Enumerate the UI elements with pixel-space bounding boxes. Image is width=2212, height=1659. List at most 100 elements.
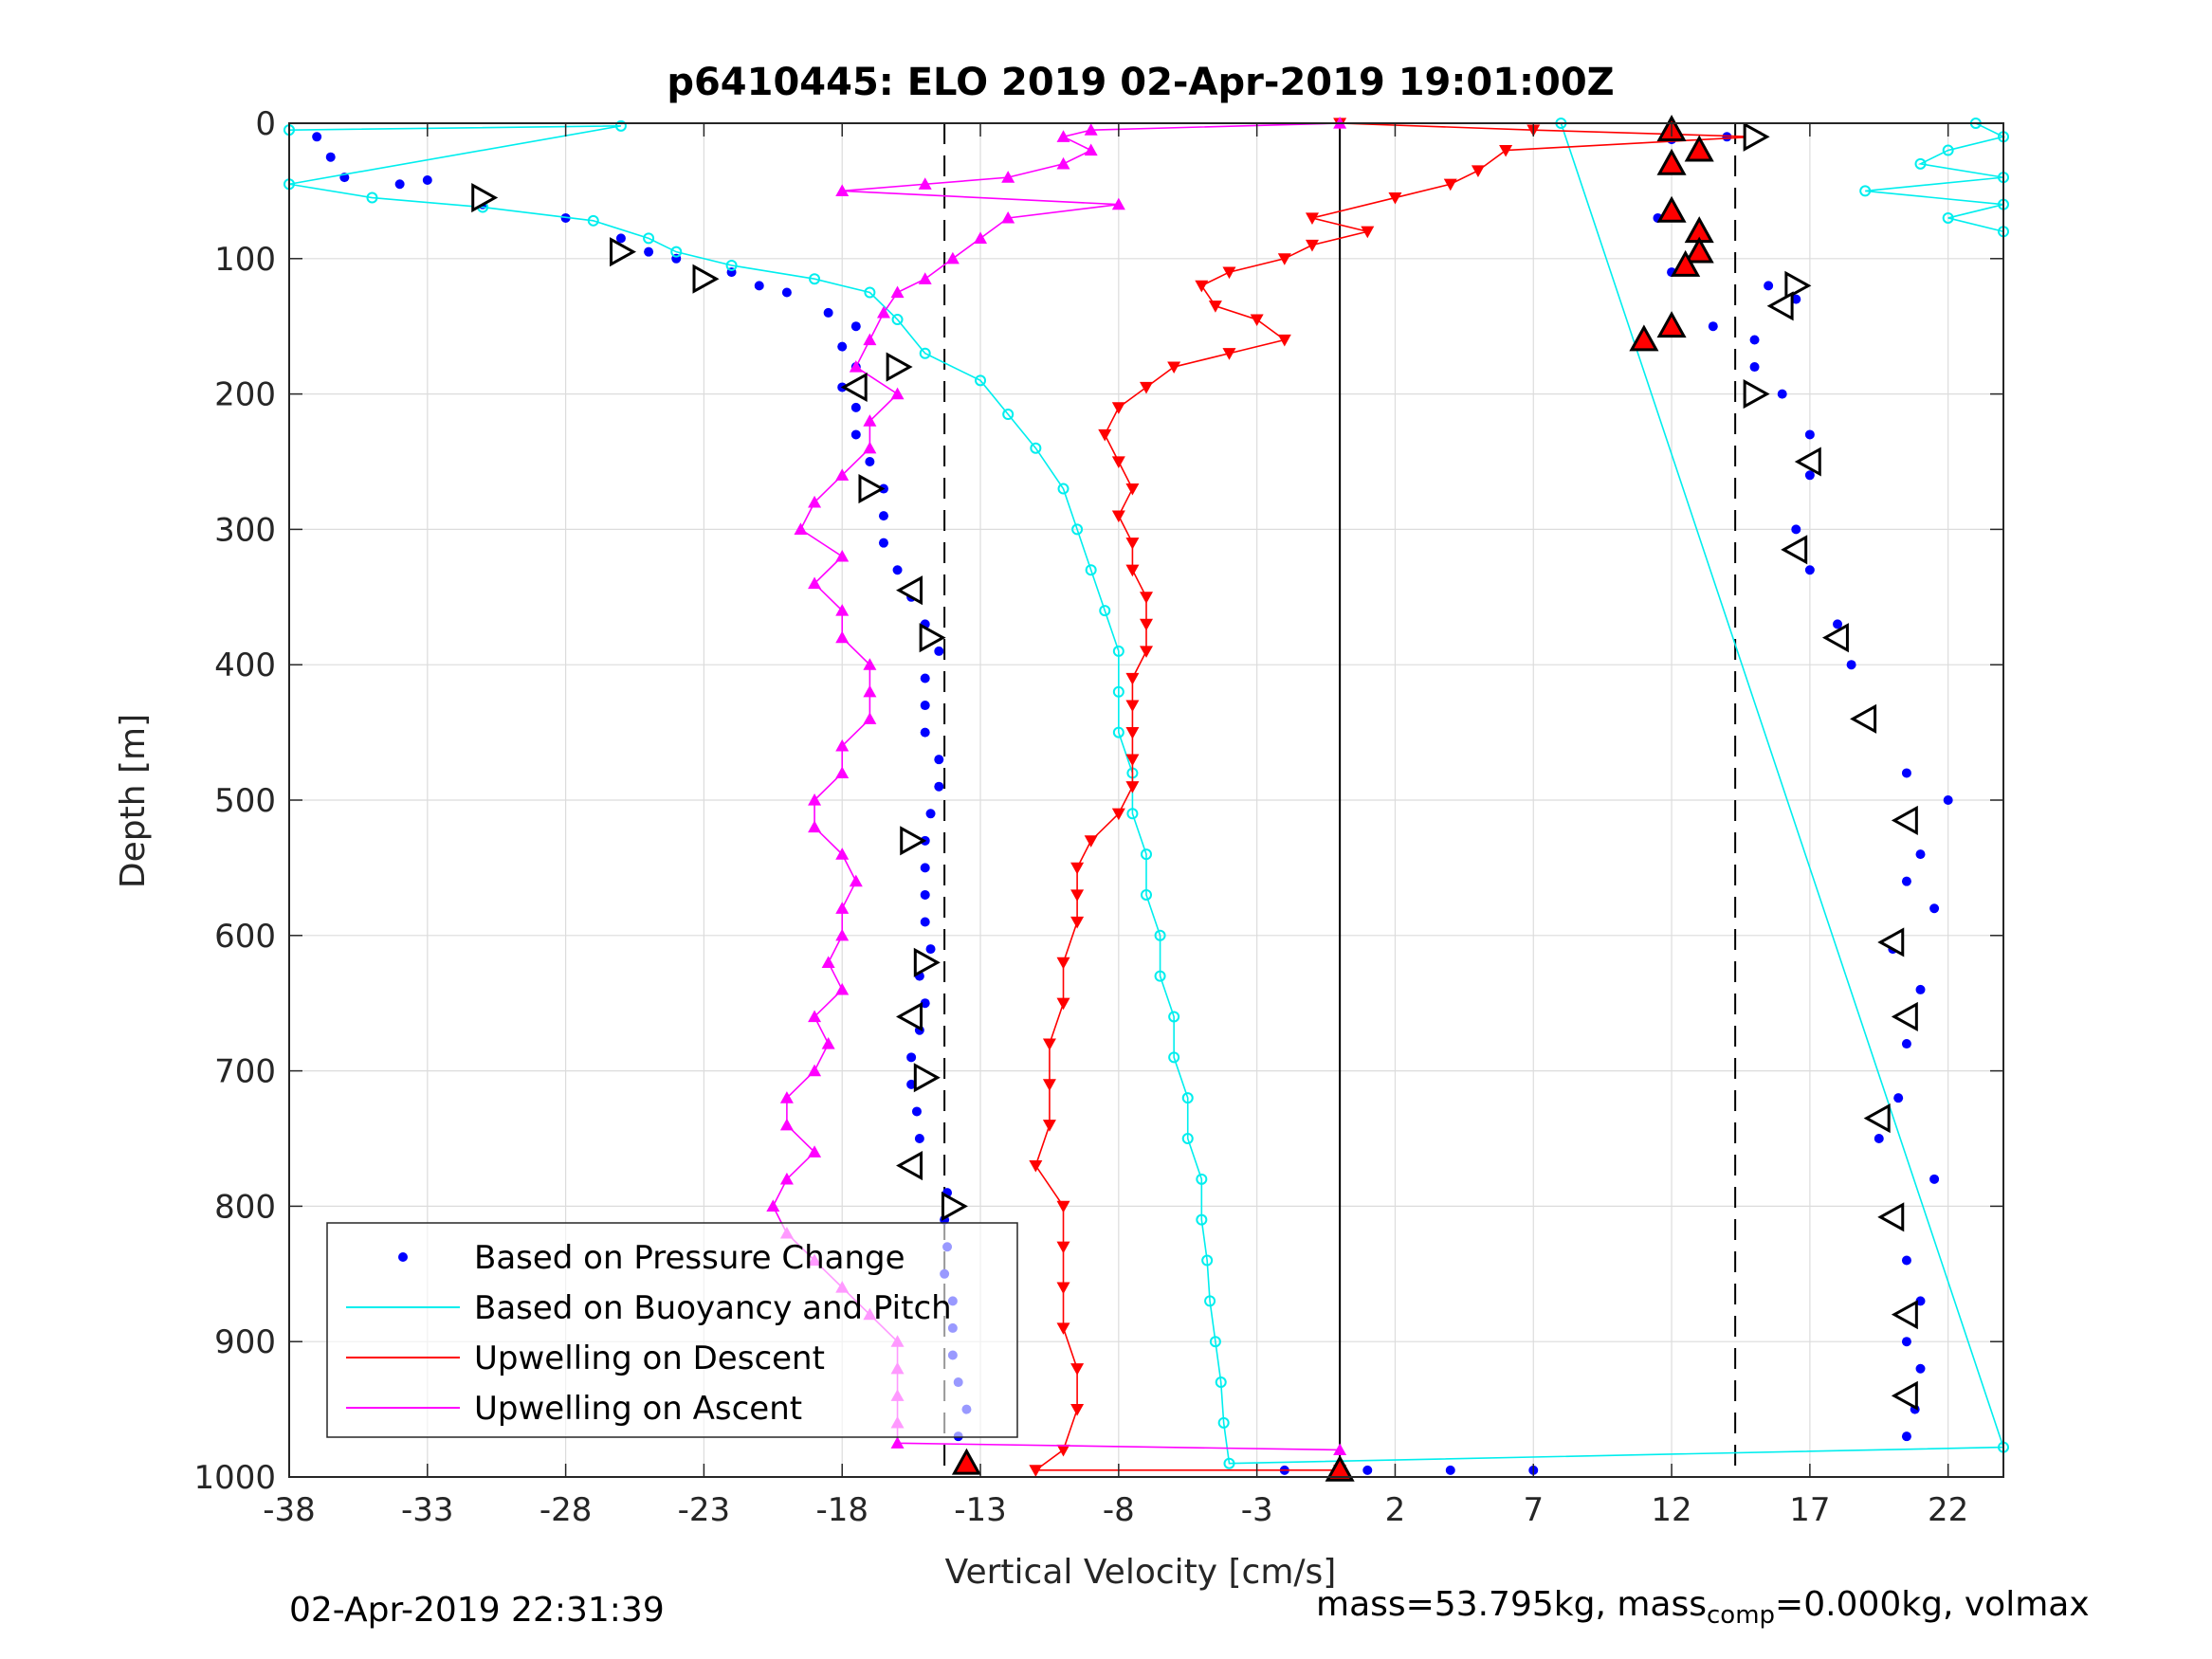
marker	[896, 1001, 923, 1032]
marker	[1743, 379, 1770, 410]
data-point	[837, 341, 848, 352]
data-point	[1874, 1134, 1884, 1143]
data-point	[1209, 1336, 1221, 1348]
marker	[886, 352, 913, 382]
data-point	[911, 1106, 922, 1117]
data-point	[1915, 849, 1926, 860]
data-point	[1277, 334, 1291, 347]
data-point	[925, 944, 936, 955]
data-point	[934, 781, 944, 792]
data-point	[779, 1091, 794, 1103]
data-point	[1777, 389, 1787, 399]
data-point	[1056, 1200, 1070, 1213]
data-point	[781, 287, 792, 298]
data-point	[1056, 130, 1070, 142]
data-point	[1029, 1465, 1043, 1477]
data-point	[1125, 754, 1140, 767]
data-point	[835, 184, 850, 196]
data-point	[1901, 1431, 1911, 1442]
data-point	[1084, 835, 1098, 848]
plot-frame	[288, 122, 2004, 1478]
data-point	[1196, 1173, 1208, 1185]
data-point	[1181, 1133, 1194, 1144]
data-point	[1057, 483, 1069, 495]
footer-timestamp: 02-Apr-2019 22:31:39	[289, 1591, 665, 1630]
data-point	[1111, 402, 1125, 414]
data-point	[1111, 510, 1125, 523]
data-point	[835, 766, 850, 779]
y-tick-label: 900	[214, 1323, 276, 1361]
marker	[913, 1063, 941, 1093]
data-point	[821, 956, 835, 968]
data-point	[808, 820, 822, 833]
data-point	[1030, 442, 1042, 454]
data-point	[1901, 1039, 1911, 1049]
data-point	[1042, 1079, 1056, 1091]
data-point	[1071, 523, 1084, 536]
data-point	[1215, 1376, 1227, 1389]
footer-mass-sub: comp	[1707, 1601, 1776, 1631]
legend-swatch	[398, 1252, 408, 1262]
data-point	[1804, 470, 1815, 481]
data-point	[1056, 997, 1070, 1011]
marker	[1863, 1103, 1891, 1134]
data-point	[643, 232, 655, 245]
marker	[1684, 135, 1714, 162]
data-point	[920, 863, 930, 873]
legend-item: Upwelling on Descent	[346, 1340, 825, 1377]
data-point	[1217, 1416, 1230, 1429]
data-point	[920, 673, 930, 684]
data-point	[891, 314, 904, 326]
data-point	[1084, 123, 1098, 136]
x-tick-label: 17	[1789, 1491, 1830, 1529]
y-tick-label: 100	[214, 241, 276, 279]
data-point	[587, 214, 599, 227]
data-point	[1098, 428, 1112, 442]
y-tick-label: 500	[214, 782, 276, 820]
data-point	[1942, 144, 1954, 156]
data-point	[835, 902, 850, 914]
data-point	[1070, 916, 1085, 929]
data-point	[1084, 143, 1098, 156]
marker	[1784, 270, 1812, 301]
data-point	[850, 429, 861, 440]
x-tick-label: -23	[678, 1491, 731, 1529]
data-point	[1001, 210, 1015, 224]
marker	[1891, 805, 1918, 835]
data-point	[863, 441, 877, 454]
data-point	[1443, 178, 1457, 191]
marker	[858, 474, 886, 504]
data-point	[1056, 1282, 1070, 1295]
data-point	[1901, 876, 1911, 886]
footer-mass-prefix: mass=53.795kg, mass	[1316, 1585, 1707, 1624]
data-point	[850, 321, 861, 332]
data-point	[1362, 1465, 1373, 1475]
data-point	[863, 658, 877, 670]
data-point	[1168, 1011, 1180, 1023]
data-point	[1764, 281, 1774, 291]
data-point	[1140, 618, 1153, 631]
data-point	[863, 414, 877, 427]
marker	[1743, 121, 1770, 152]
data-point	[1499, 144, 1513, 157]
data-point	[766, 1199, 780, 1212]
data-point	[1361, 226, 1375, 239]
marker	[1656, 148, 1687, 175]
data-point	[809, 273, 821, 285]
data-point	[1333, 1443, 1347, 1456]
x-tick-label: 12	[1651, 1491, 1691, 1529]
marker	[610, 237, 637, 267]
data-point	[974, 231, 988, 244]
data-point	[1029, 1159, 1043, 1173]
data-point	[945, 251, 960, 264]
data-point	[1154, 929, 1166, 941]
x-tick-label: 22	[1928, 1491, 1968, 1529]
data-point	[865, 457, 875, 466]
marker	[1850, 703, 1877, 734]
x-tick-label: -33	[401, 1491, 454, 1529]
x-tick-label: 2	[1385, 1491, 1406, 1529]
data-point	[920, 727, 930, 738]
footer-mass-suffix: =0.000kg, volmax	[1775, 1585, 2090, 1624]
data-point	[920, 998, 930, 1009]
